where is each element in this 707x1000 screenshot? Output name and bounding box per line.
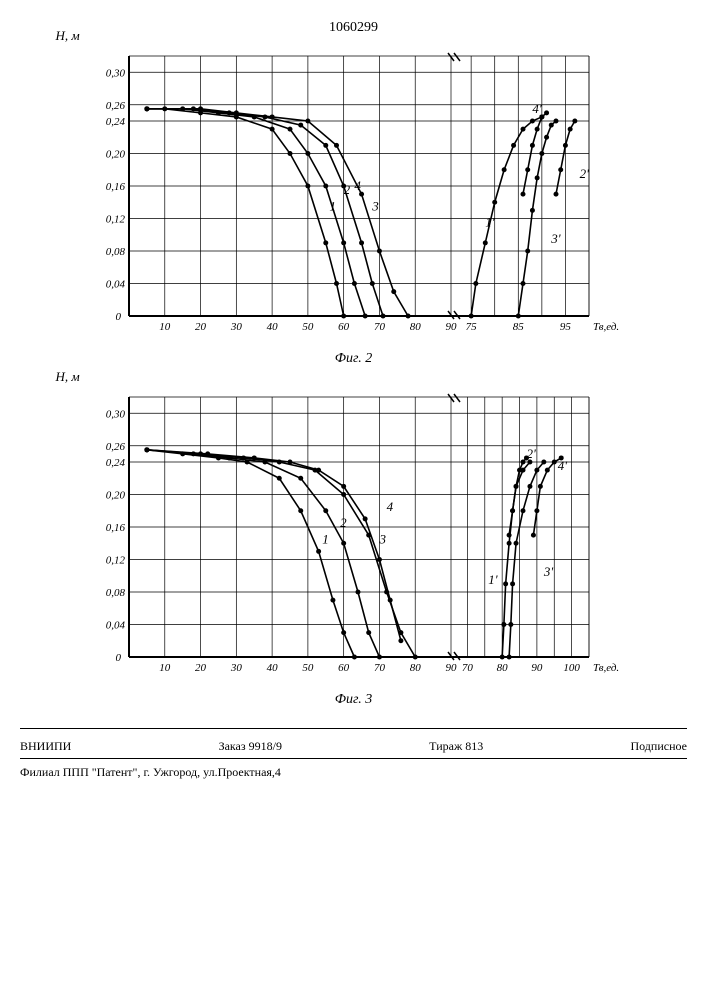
svg-text:3: 3 [378,531,386,546]
svg-text:75: 75 [465,321,477,333]
svg-text:0,26: 0,26 [105,441,125,453]
svg-text:70: 70 [373,321,385,333]
svg-text:0,08: 0,08 [105,246,125,258]
svg-text:2: 2 [340,515,347,530]
svg-text:0,08: 0,08 [105,587,125,599]
svg-text:4: 4 [386,499,393,514]
svg-text:90: 90 [445,662,457,674]
svg-text:0,30: 0,30 [105,408,125,420]
svg-text:70: 70 [461,662,473,674]
chart-fig3: Н, м 00,040,080,120,160,200,240,260,3010… [84,387,624,687]
footer-tirage: Тираж 813 [429,739,483,754]
svg-text:0: 0 [115,652,121,664]
svg-text:60: 60 [338,321,350,333]
svg-text:0,04: 0,04 [105,279,125,291]
svg-text:Тв,ед.: Тв,ед. [593,321,619,333]
svg-text:2': 2' [579,166,589,181]
svg-text:70: 70 [373,662,385,674]
svg-text:50: 50 [302,321,314,333]
svg-text:0,16: 0,16 [105,522,125,534]
svg-text:3': 3' [542,564,553,579]
svg-text:0,24: 0,24 [105,457,125,469]
footer-order: Заказ 9918/9 [219,739,282,754]
svg-text:10: 10 [159,662,171,674]
svg-text:95: 95 [559,321,571,333]
svg-text:Тв,ед.: Тв,ед. [593,662,619,674]
svg-text:85: 85 [512,321,524,333]
svg-text:4': 4' [532,101,542,116]
svg-text:40: 40 [266,321,278,333]
svg-text:0,30: 0,30 [105,67,125,79]
svg-text:1': 1' [485,215,495,230]
svg-text:0,04: 0,04 [105,620,125,632]
svg-text:1': 1' [488,572,498,587]
svg-text:1: 1 [322,531,329,546]
fig3-label: Фиг. 3 [20,692,687,708]
svg-text:10: 10 [159,321,171,333]
svg-text:0,20: 0,20 [105,490,125,502]
svg-text:0,16: 0,16 [105,181,125,193]
chart-fig2: Н, м 00,040,080,120,160,200,240,260,3010… [84,46,624,346]
svg-text:0,24: 0,24 [105,116,125,128]
svg-text:3': 3' [550,231,561,246]
svg-text:3: 3 [371,198,379,213]
svg-text:30: 30 [229,321,242,333]
svg-text:4: 4 [354,178,361,193]
y-axis-label-2: Н, м [56,369,80,385]
footer-branch: Филиал ППП "Патент", г. Ужгород, ул.Прое… [20,758,687,780]
svg-text:50: 50 [302,662,314,674]
svg-text:0,20: 0,20 [105,149,125,161]
svg-text:80: 80 [496,662,508,674]
svg-text:2': 2' [526,446,536,461]
doc-number: 1060299 [20,20,687,36]
svg-text:0,12: 0,12 [105,555,125,567]
footer-sub: Подписное [630,739,687,754]
svg-text:0,26: 0,26 [105,100,125,112]
chart-fig2-svg: 0 0,04 0,08 0,12 0,16 0,20 0,24 0,26 0,30 10 20 30 4… [84,46,624,346]
svg-text:20: 20 [195,321,207,333]
svg-text:60: 60 [338,662,350,674]
svg-text:90: 90 [445,321,457,333]
svg-text:30: 30 [229,662,242,674]
svg-text:4': 4' [557,458,567,473]
chart-fig3-svg: 0 0,04 0,08 0,12 0,16 0,20 0,24 0,26 0,30 10 20 30 4… [84,387,624,687]
svg-text:80: 80 [409,321,421,333]
svg-text:100: 100 [563,662,580,674]
svg-text:20: 20 [195,662,207,674]
svg-text:0,12: 0,12 [105,214,125,226]
fig2-label: Фиг. 2 [20,351,687,367]
footer-org: ВНИИПИ [20,739,71,754]
svg-text:40: 40 [266,662,278,674]
svg-text:80: 80 [409,662,421,674]
svg-text:90: 90 [531,662,543,674]
y-axis-label: Н, м [56,28,80,44]
svg-text:0: 0 [115,311,121,323]
footer: ВНИИПИ Заказ 9918/9 Тираж 813 Подписное … [20,728,687,780]
